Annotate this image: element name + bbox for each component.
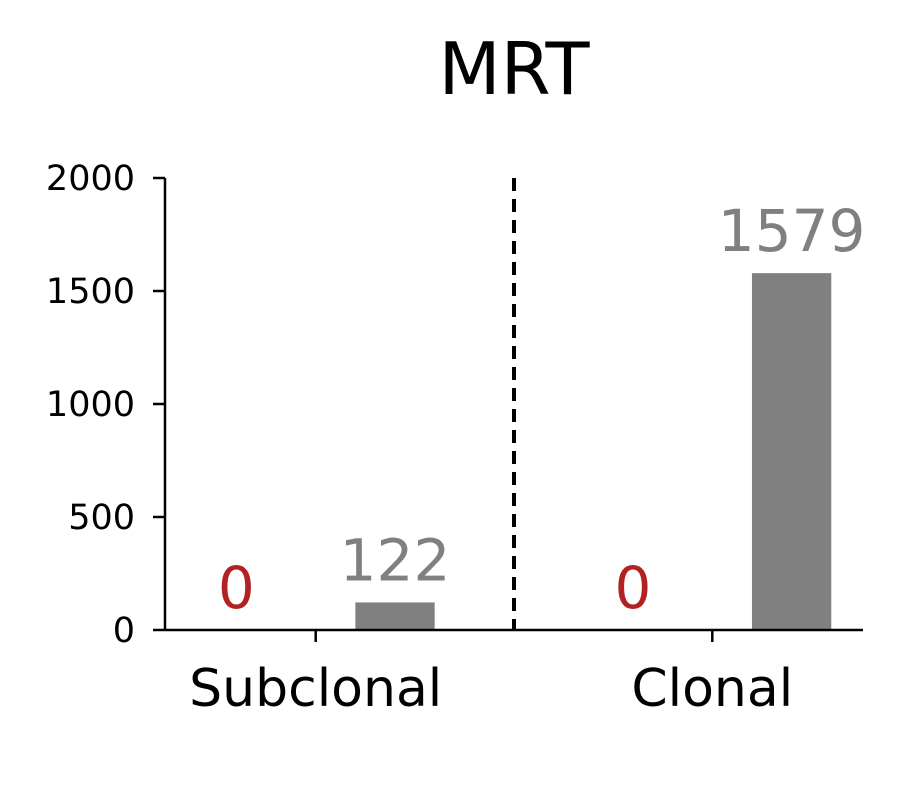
chart-title: MRT bbox=[439, 27, 591, 111]
y-tick-label: 2000 bbox=[46, 159, 135, 199]
y-tick-label: 1500 bbox=[46, 272, 135, 312]
y-tick-label: 500 bbox=[68, 498, 135, 538]
plot-area: 0 122 0 1579 0 500 1000 1500 2000 Subclonal Clonal bbox=[46, 159, 865, 719]
x-tick-label: Subclonal bbox=[189, 659, 442, 719]
y-tick-label: 0 bbox=[113, 611, 135, 651]
value-label-subclonal-1: 122 bbox=[340, 526, 451, 594]
y-tick-label: 1000 bbox=[46, 385, 135, 425]
value-label-clonal-1: 1579 bbox=[718, 197, 866, 265]
bar-subclonal-1 bbox=[355, 602, 434, 630]
x-tick-label: Clonal bbox=[631, 659, 793, 719]
value-label-subclonal-0: 0 bbox=[218, 554, 255, 622]
bar-clonal-1 bbox=[752, 273, 831, 630]
value-label-clonal-0: 0 bbox=[615, 554, 652, 622]
